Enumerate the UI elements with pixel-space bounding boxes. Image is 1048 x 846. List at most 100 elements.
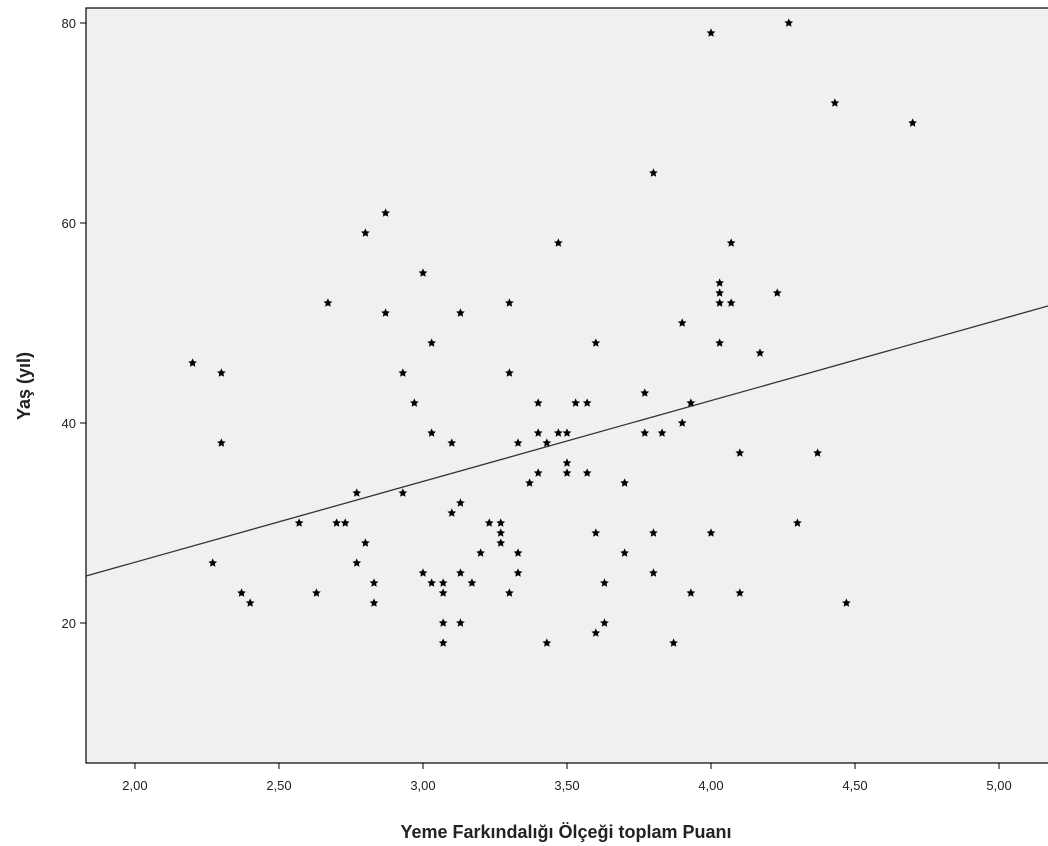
data-point [323, 298, 333, 307]
y-tick-label: 60 [62, 216, 76, 231]
data-point [755, 348, 765, 357]
data-point [706, 528, 716, 537]
data-point [352, 558, 362, 567]
data-point [640, 388, 650, 397]
x-tick-label: 2,50 [266, 778, 291, 793]
data-point [381, 208, 390, 217]
data-point [686, 398, 696, 407]
data-point [525, 478, 534, 487]
data-point [772, 288, 782, 297]
data-point [533, 398, 543, 407]
data-point [456, 618, 465, 627]
data-point [793, 518, 802, 527]
data-point [361, 228, 370, 237]
data-point [332, 518, 341, 527]
data-point [505, 298, 514, 307]
data-point [427, 338, 436, 347]
data-point [582, 398, 592, 407]
data-point [188, 358, 197, 367]
data-point [456, 308, 465, 317]
x-tick-label: 4,50 [842, 778, 867, 793]
data-point [496, 528, 506, 537]
x-tick-label: 4,00 [698, 778, 723, 793]
data-point [484, 518, 494, 527]
x-tick-label: 3,50 [554, 778, 579, 793]
data-point [649, 168, 658, 177]
data-point [553, 428, 563, 437]
data-point [208, 558, 218, 567]
y-tick-label: 20 [62, 616, 76, 631]
data-point [369, 578, 379, 587]
data-point [542, 638, 552, 647]
data-point [649, 528, 658, 537]
data-point [340, 518, 350, 527]
data-point [908, 118, 917, 127]
data-point [217, 438, 226, 447]
data-point [553, 238, 563, 247]
data-point [447, 438, 457, 447]
data-point [438, 588, 448, 597]
data-point [640, 428, 650, 437]
data-point [533, 428, 543, 437]
data-point [438, 618, 448, 627]
data-point [715, 278, 725, 287]
data-point [726, 238, 736, 247]
y-tick-label: 80 [62, 16, 76, 31]
data-point [562, 458, 572, 467]
data-point [542, 438, 552, 447]
data-point [562, 468, 572, 477]
data-point [842, 598, 851, 607]
data-point [533, 468, 543, 477]
data-point [352, 488, 362, 497]
data-point [409, 398, 419, 407]
data-point [784, 18, 794, 27]
data-point [361, 538, 370, 547]
data-point [447, 508, 457, 517]
data-point [398, 488, 408, 497]
data-point [686, 588, 696, 597]
data-point [418, 268, 428, 277]
data-point [294, 518, 304, 527]
data-point [427, 578, 436, 587]
data-point [677, 418, 687, 427]
data-point [715, 288, 725, 297]
data-point [505, 368, 514, 377]
y-axis-title: Yaş (yıl) [14, 352, 34, 420]
data-point [467, 578, 477, 587]
data-point [726, 298, 736, 307]
data-point [620, 548, 629, 557]
data-point [706, 28, 716, 37]
x-tick-label: 3,00 [410, 778, 435, 793]
data-point [669, 638, 678, 647]
data-point [813, 448, 822, 457]
y-tick-label: 40 [62, 416, 76, 431]
data-point [237, 588, 246, 597]
data-point [591, 338, 601, 347]
data-point [513, 568, 523, 577]
x-tick-label: 5,00 [986, 778, 1011, 793]
data-point [398, 368, 408, 377]
plot-area [85, 7, 1048, 764]
data-point [496, 538, 506, 547]
data-point [513, 548, 523, 557]
x-axis-title: Yeme Farkındalığı Ölçeği toplam Puanı [400, 822, 731, 842]
data-point [571, 398, 581, 407]
data-point [600, 618, 609, 627]
data-point [677, 318, 687, 327]
data-point [715, 338, 725, 347]
data-point [438, 578, 448, 587]
data-point [505, 588, 514, 597]
data-point [456, 568, 465, 577]
data-point [591, 628, 601, 637]
data-point [582, 468, 592, 477]
data-point [496, 518, 506, 527]
data-point [217, 368, 226, 377]
x-tick-label: 2,00 [122, 778, 147, 793]
fit-line [85, 305, 1048, 577]
data-point [657, 428, 667, 437]
data-point [427, 428, 436, 437]
data-point [476, 548, 485, 557]
data-point [418, 568, 428, 577]
data-point [456, 498, 465, 507]
data-point [735, 448, 745, 457]
